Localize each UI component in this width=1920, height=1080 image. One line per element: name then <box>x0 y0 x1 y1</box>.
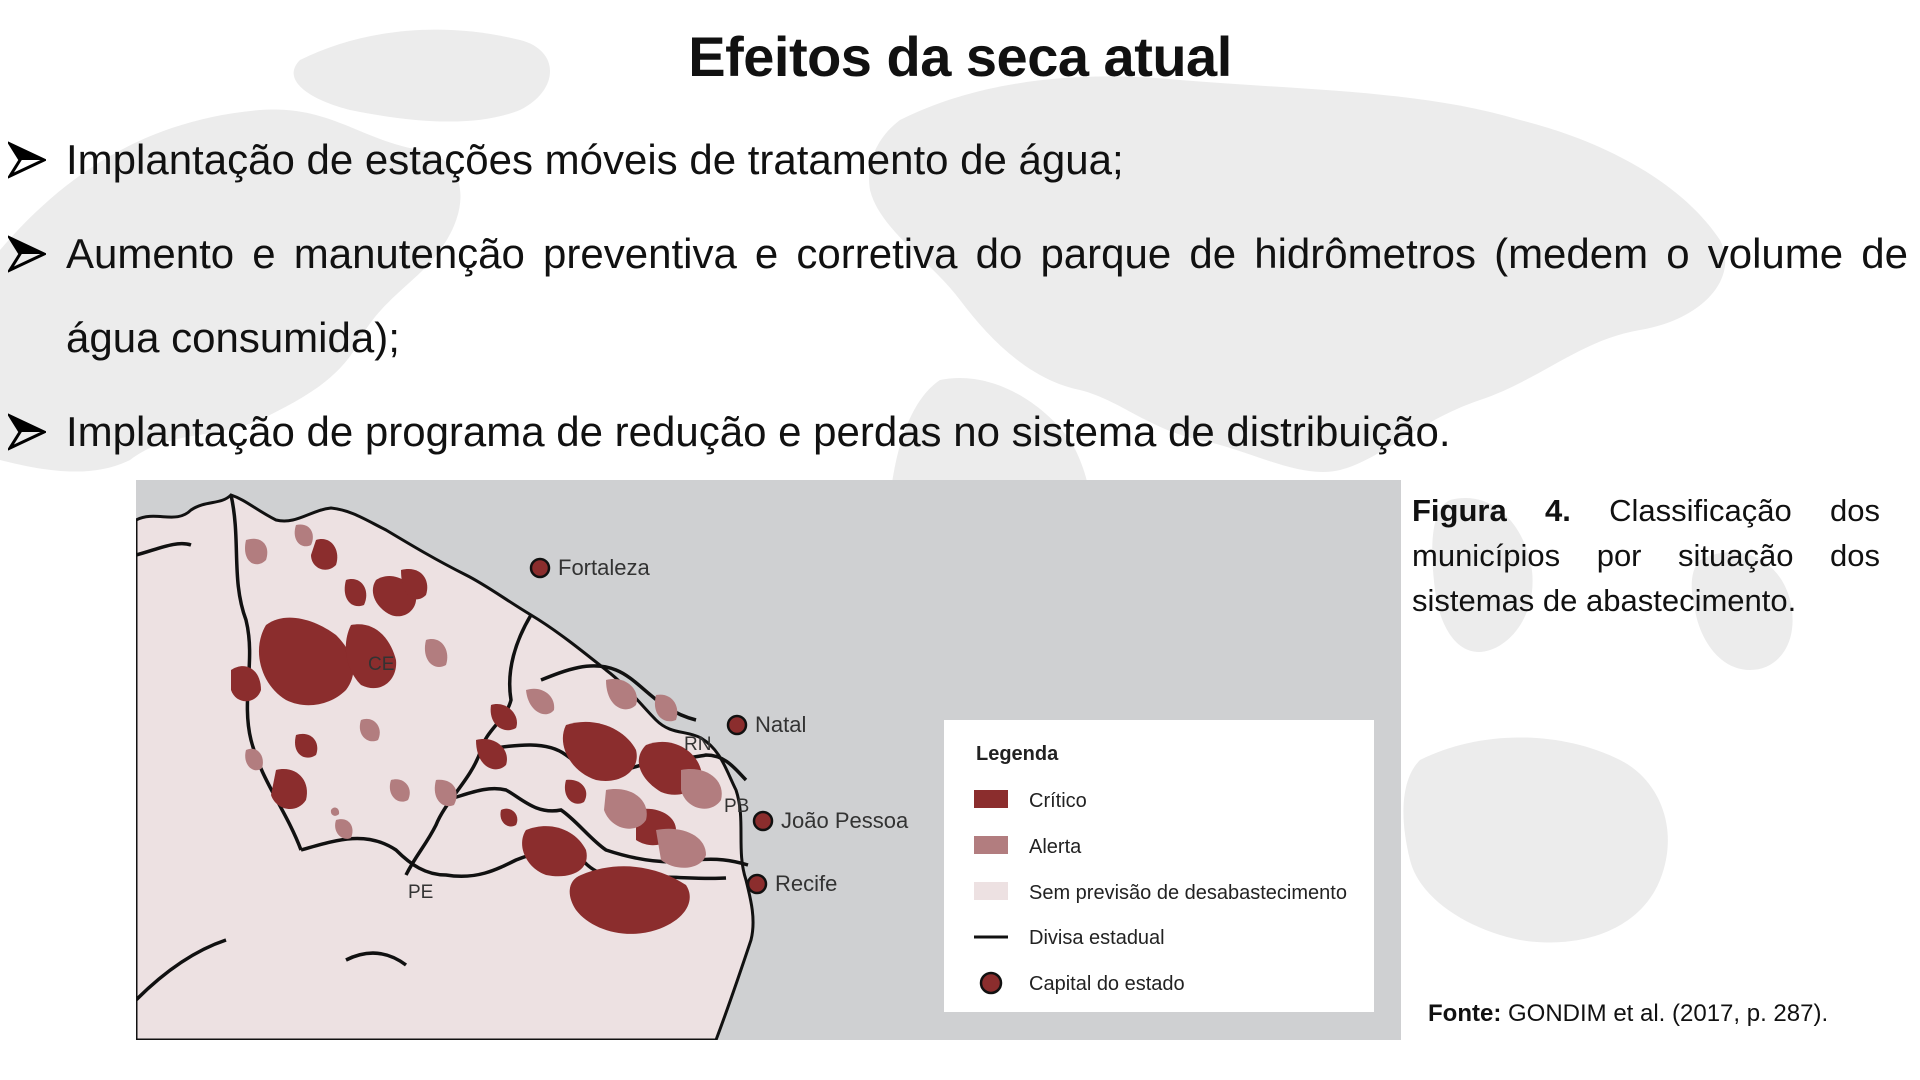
page-title: Efeitos da seca atual <box>688 25 1232 88</box>
alerta-swatch <box>974 836 1008 854</box>
legend-label: Crítico <box>1029 790 1087 812</box>
bullet-item: Implantação de estações móveis de tratam… <box>8 118 1908 202</box>
legend: Legenda Crítico Alerta Sem previsão de d… <box>944 720 1374 1012</box>
legend-label: Capital do estado <box>1029 973 1185 995</box>
bullet-text: Aumento e manutenção preventiva e corret… <box>66 230 1908 361</box>
city-label: Fortaleza <box>558 555 650 580</box>
critico-swatch <box>974 790 1008 808</box>
city-label: Recife <box>775 871 837 896</box>
city-marker: Recife <box>746 871 837 896</box>
bullet-text: Implantação de programa de redução e per… <box>66 408 1451 455</box>
capital-swatch <box>979 971 1003 995</box>
legend-box <box>944 720 1374 1012</box>
caption-label: Figura 4. <box>1412 493 1571 528</box>
arrow-bullet-icon <box>8 235 46 273</box>
legend-label: Divisa estadual <box>1029 927 1165 949</box>
source-text: GONDIM et al. (2017, p. 287). <box>1507 1000 1829 1027</box>
legend-title: Legenda <box>976 743 1059 765</box>
critico-municipalities <box>231 539 701 934</box>
arrow-bullet-icon <box>8 141 46 179</box>
state-label: PB <box>724 796 749 817</box>
figure-source: Fonte: GONDIM et al. (2017, p. 287). <box>1428 1000 1828 1028</box>
city-label: Natal <box>755 712 806 737</box>
bullet-text: Implantação de estações móveis de tratam… <box>66 136 1124 183</box>
state-label: PE <box>408 882 433 903</box>
drought-map: Fortaleza Natal João Pessoa Recife CE RN… <box>136 480 1401 1040</box>
bullet-list: Implantação de estações móveis de tratam… <box>8 118 1908 484</box>
arrow-bullet-icon <box>8 413 46 451</box>
source-label: Fonte: <box>1428 1000 1502 1027</box>
bullet-item: Aumento e manutenção preventiva e corret… <box>8 212 1908 380</box>
legend-label: Alerta <box>1029 836 1082 858</box>
city-label: João Pessoa <box>781 808 909 833</box>
caption-text: Classificação dos municípios por situaçã… <box>1412 493 1880 618</box>
city-marker: Fortaleza <box>529 555 650 580</box>
sem-previsao-swatch <box>974 882 1008 900</box>
figure-caption: Figura 4. Classificação dos municípios p… <box>1412 488 1880 623</box>
city-marker: Natal <box>726 712 806 737</box>
legend-label: Sem previsão de desabastecimento <box>1029 882 1347 904</box>
city-marker: João Pessoa <box>752 808 909 833</box>
state-label: RN <box>684 734 711 755</box>
state-label: CE <box>368 654 394 675</box>
map-svg: Fortaleza Natal João Pessoa Recife CE RN… <box>136 480 1401 1040</box>
alerta-municipalities <box>245 524 722 868</box>
bullet-item: Implantação de programa de redução e per… <box>8 390 1908 474</box>
